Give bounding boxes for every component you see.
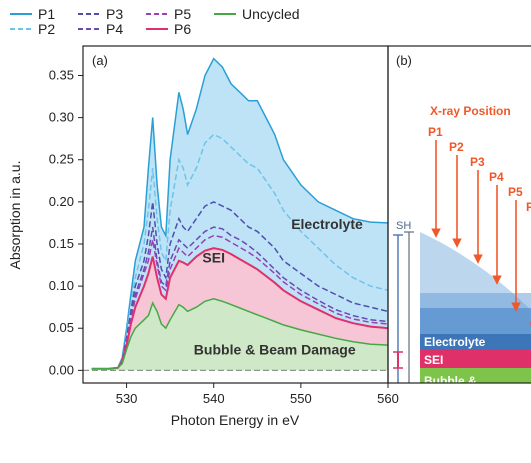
xray-position-label-p6: P6 xyxy=(526,200,531,214)
y-tick-label: 0.00 xyxy=(49,362,74,377)
bubble-fill xyxy=(91,298,388,371)
x-tick-label: 550 xyxy=(290,391,312,406)
legend-label-p1: P1 xyxy=(38,6,55,22)
x-tick-label: 540 xyxy=(203,391,225,406)
y-tick-label: 0.05 xyxy=(49,320,74,335)
legend-label-p6: P6 xyxy=(174,21,191,37)
region-labels: Electrolyte SEI Bubble & Beam Damage xyxy=(194,216,363,358)
sei-layer xyxy=(420,350,531,368)
panel-a-label: (a) xyxy=(92,53,108,68)
x-axis-ticks: 530 540 550 560 xyxy=(116,383,399,406)
panel-b-schematic: Electrolyte SEI Bubble & Beam Damage P1P… xyxy=(393,104,531,403)
sei-fill xyxy=(91,248,388,369)
legend-label-p5: P5 xyxy=(174,6,191,22)
y-axis-label: Absorption in a.u. xyxy=(7,161,23,270)
y-tick-label: 0.15 xyxy=(49,236,74,251)
legend-label-p4: P4 xyxy=(106,21,123,37)
layer-beam-damage-label: Beam Damage xyxy=(424,389,507,403)
plot-frame-b xyxy=(387,45,531,384)
series-line-p5 xyxy=(91,234,389,370)
layer-bubble-label: Bubble & xyxy=(424,374,477,388)
x-tick-label: 530 xyxy=(116,391,138,406)
layer-sei-label: SEI xyxy=(424,353,443,367)
y-tick-label: 0.35 xyxy=(49,67,74,82)
xray-position-title: X-ray Position xyxy=(430,104,511,118)
x-axis-label: Photon Energy in eV xyxy=(171,412,300,428)
legend-label-p2: P2 xyxy=(38,21,55,37)
region-label: Electrolyte xyxy=(291,216,363,232)
series-line-uncycled xyxy=(91,298,389,370)
electrolyte-layer xyxy=(420,334,531,350)
series-line-p6 xyxy=(91,247,389,370)
series-line-p4 xyxy=(91,226,389,370)
series-lines xyxy=(83,57,389,371)
series-line-p1 xyxy=(91,57,389,370)
y-tick-label: 0.10 xyxy=(49,278,74,293)
panel-a: 530 540 550 560 0.00 0.05 0.10 0.15 0.20 0.25 0.3… xyxy=(7,45,399,428)
y-tick-label: 0.30 xyxy=(49,110,74,125)
series-line-p2 xyxy=(91,133,389,370)
legend-label-uncycled: Uncycled xyxy=(242,6,300,22)
x-tick-label: 560 xyxy=(377,391,399,406)
legend-label-p3: P3 xyxy=(106,6,123,22)
region-label: Bubble & Beam Damage xyxy=(194,341,356,357)
xray-position-label-p1: P1 xyxy=(428,125,443,139)
xray-position-label-p5: P5 xyxy=(508,185,523,199)
region-label: SEI xyxy=(202,250,225,266)
xray-position-label-p4: P4 xyxy=(489,170,504,184)
panel-b-label: (b) xyxy=(396,53,412,68)
bubble-layer xyxy=(420,368,531,383)
y-axis-ticks: 0.00 0.05 0.10 0.15 0.20 0.25 0.30 0.35 xyxy=(49,67,83,377)
xray-position-label-p2: P2 xyxy=(449,140,464,154)
xray-position-label-p3: P3 xyxy=(470,155,485,169)
y-tick-label: 0.20 xyxy=(49,194,74,209)
sh-label: SH xyxy=(396,220,411,232)
y-tick-label: 0.25 xyxy=(49,152,74,167)
layer-electrolyte-label: Electrolyte xyxy=(424,335,486,349)
bubble-layer-bottom xyxy=(420,383,531,403)
